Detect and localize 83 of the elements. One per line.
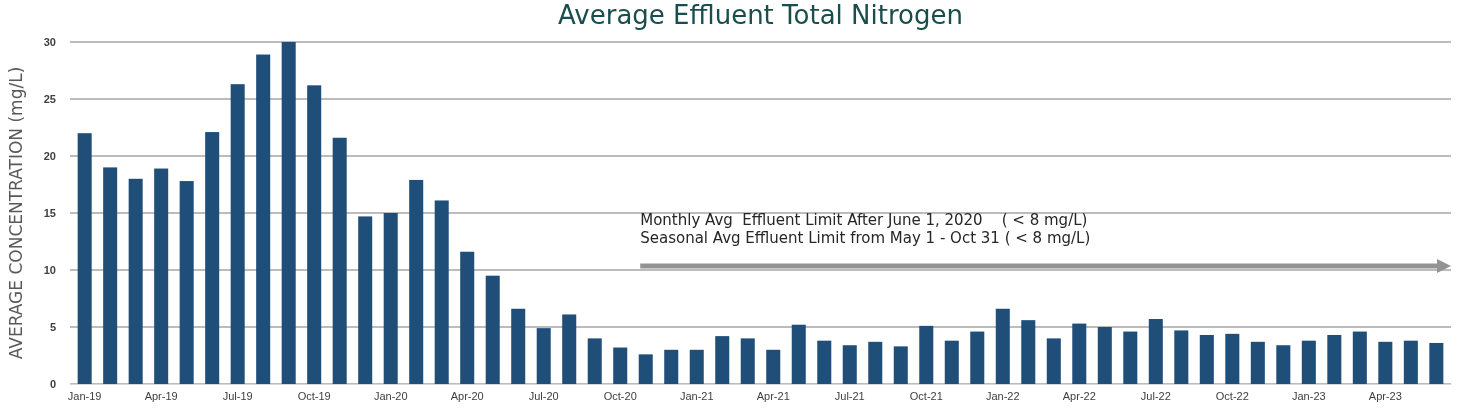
bar <box>1352 331 1367 384</box>
bar <box>893 346 908 384</box>
x-tick-label: Jan-23 <box>1292 389 1326 402</box>
bar <box>358 216 373 384</box>
bar <box>1276 345 1291 384</box>
annotation: Monthly Avg Effluent Limit After June 1, 2020 ( < 8 mg/L) <box>640 211 1088 229</box>
bar <box>1327 334 1342 384</box>
y-tick-label: 10 <box>43 264 56 277</box>
bar <box>205 132 220 384</box>
bar <box>1250 341 1265 384</box>
bar <box>1378 341 1393 384</box>
bar <box>281 42 296 384</box>
bar <box>766 349 781 384</box>
y-tick-label: 5 <box>49 321 56 334</box>
x-tick-label: Jan-20 <box>373 389 408 402</box>
x-tick-label: Jul-22 <box>1140 389 1171 402</box>
bar <box>919 325 934 384</box>
x-tick-label: Oct-22 <box>1215 389 1249 402</box>
chart-title: Average Effluent Total Nitrogen <box>558 0 963 30</box>
bar <box>434 200 449 384</box>
y-axis-title: AVERAGE CONCENTRATION (mg/L) <box>6 66 26 360</box>
bar <box>128 178 143 384</box>
bar <box>485 275 500 384</box>
x-tick-label: Jul-19 <box>222 389 253 402</box>
bar <box>689 349 704 384</box>
bar <box>332 137 347 384</box>
x-tick-label: Jan-19 <box>67 389 102 402</box>
y-tick-label: 30 <box>43 36 56 49</box>
bar <box>664 349 679 384</box>
bar <box>1225 333 1240 384</box>
y-tick-label: 25 <box>43 93 56 106</box>
x-tick-label: Apr-19 <box>144 389 178 402</box>
bar <box>613 347 628 384</box>
bar <box>536 328 551 384</box>
bar <box>1199 334 1214 384</box>
bar <box>1403 340 1418 384</box>
bar <box>868 341 883 384</box>
x-tick-label: Apr-21 <box>756 389 790 402</box>
bar <box>1301 340 1316 384</box>
bar <box>383 213 398 384</box>
bar <box>103 167 118 384</box>
bar <box>562 314 577 384</box>
bar <box>460 251 475 384</box>
bar <box>740 338 755 384</box>
bar <box>1046 338 1061 384</box>
y-tick-label: 20 <box>43 150 56 163</box>
bar <box>154 168 169 384</box>
x-tick-label: Jul-21 <box>834 389 865 402</box>
bar <box>1072 323 1087 384</box>
bar <box>307 85 322 384</box>
bar <box>1123 331 1138 384</box>
y-tick-label: 0 <box>49 378 56 391</box>
bar <box>256 54 271 384</box>
x-tick-label: Jan-21 <box>679 389 714 402</box>
bar <box>1021 320 1036 384</box>
x-tick-label: Apr-23 <box>1368 389 1402 402</box>
bar <box>230 84 245 384</box>
bar <box>1429 342 1444 384</box>
x-tick-label: Oct-19 <box>297 389 331 402</box>
bar <box>409 179 424 384</box>
bar <box>817 340 832 384</box>
x-tick-label: Jul-20 <box>528 389 559 402</box>
bar <box>77 133 92 384</box>
annotation: Seasonal Avg Effluent Limit from May 1 - Oct 31 ( < 8 mg/L) <box>640 229 1091 247</box>
bar <box>638 354 653 384</box>
bar <box>791 324 806 384</box>
bar <box>1148 319 1163 384</box>
bar <box>587 338 602 384</box>
x-tick-label: Jan-22 <box>985 389 1020 402</box>
bar <box>995 308 1010 384</box>
bar <box>842 345 857 384</box>
x-tick-label: Apr-20 <box>450 389 484 402</box>
x-tick-label: Oct-20 <box>603 389 637 402</box>
x-tick-label: Apr-22 <box>1062 389 1096 402</box>
bar <box>715 336 730 384</box>
x-tick-label: Oct-21 <box>909 389 943 402</box>
bar <box>179 181 194 384</box>
y-tick-label: 15 <box>43 207 56 220</box>
bar <box>511 308 526 384</box>
bar <box>944 340 959 384</box>
bar <box>1097 327 1112 384</box>
bar <box>970 331 985 384</box>
bar <box>1174 330 1189 384</box>
